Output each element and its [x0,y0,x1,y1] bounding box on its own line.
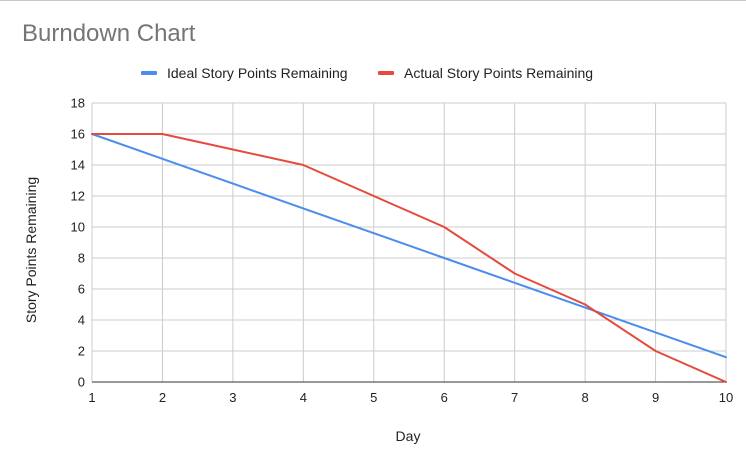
y-tick-label-14: 14 [71,158,85,173]
x-tick-label-6: 6 [441,390,448,405]
y-tick-label-0: 0 [78,375,85,390]
grid [91,102,727,383]
legend: Ideal Story Points Remaining Actual Stor… [0,63,746,83]
y-tick-label-6: 6 [78,282,85,297]
y-tick-label-16: 16 [71,127,85,142]
y-tick-label-10: 10 [71,220,85,235]
x-tick-label-2: 2 [159,390,166,405]
ideal-series-line [91,133,727,359]
x-axis-label: Day [396,428,421,444]
legend-item-ideal: Ideal Story Points Remaining [141,63,348,83]
legend-item-actual: Actual Story Points Remaining [378,63,593,83]
x-tick-label-5: 5 [370,390,377,405]
actual-series-line [91,133,727,383]
x-tick-label-9: 9 [652,390,659,405]
legend-swatch-ideal [141,71,157,75]
y-tick-label-4: 4 [78,313,85,328]
y-axis-label: Story Points Remaining [23,177,39,323]
x-tick-label-10: 10 [719,390,733,405]
y-tick-label-8: 8 [78,251,85,266]
chart-title: Burndown Chart [22,20,196,47]
y-tick-label-2: 2 [78,344,85,359]
x-tick-label-7: 7 [511,390,518,405]
x-tick-label-1: 1 [88,390,95,405]
legend-swatch-actual [378,71,394,75]
x-tick-label-4: 4 [300,390,307,405]
series-lines [91,133,727,383]
x-tick-label-8: 8 [581,390,588,405]
y-tick-label-12: 12 [71,189,85,204]
legend-label-actual: Actual Story Points Remaining [404,65,594,81]
y-tick-label-18: 18 [71,96,85,111]
x-tick-label-3: 3 [229,390,236,405]
legend-label-ideal: Ideal Story Points Remaining [167,65,348,81]
